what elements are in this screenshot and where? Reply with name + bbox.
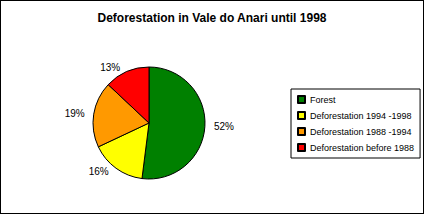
svg-text:Deforestation 1994 -1998: Deforestation 1994 -1998 xyxy=(310,111,412,121)
svg-text:52%: 52% xyxy=(214,121,234,132)
svg-text:13%: 13% xyxy=(100,62,120,73)
svg-text:19%: 19% xyxy=(65,108,85,119)
svg-text:Deforestation in Vale do Anari: Deforestation in Vale do Anari until 199… xyxy=(98,11,327,25)
svg-text:Deforestation before 1988: Deforestation before 1988 xyxy=(310,143,414,153)
svg-text:16%: 16% xyxy=(89,166,109,177)
svg-text:Deforestation 1988 -1994: Deforestation 1988 -1994 xyxy=(310,127,412,137)
svg-text:Forest: Forest xyxy=(310,95,336,105)
